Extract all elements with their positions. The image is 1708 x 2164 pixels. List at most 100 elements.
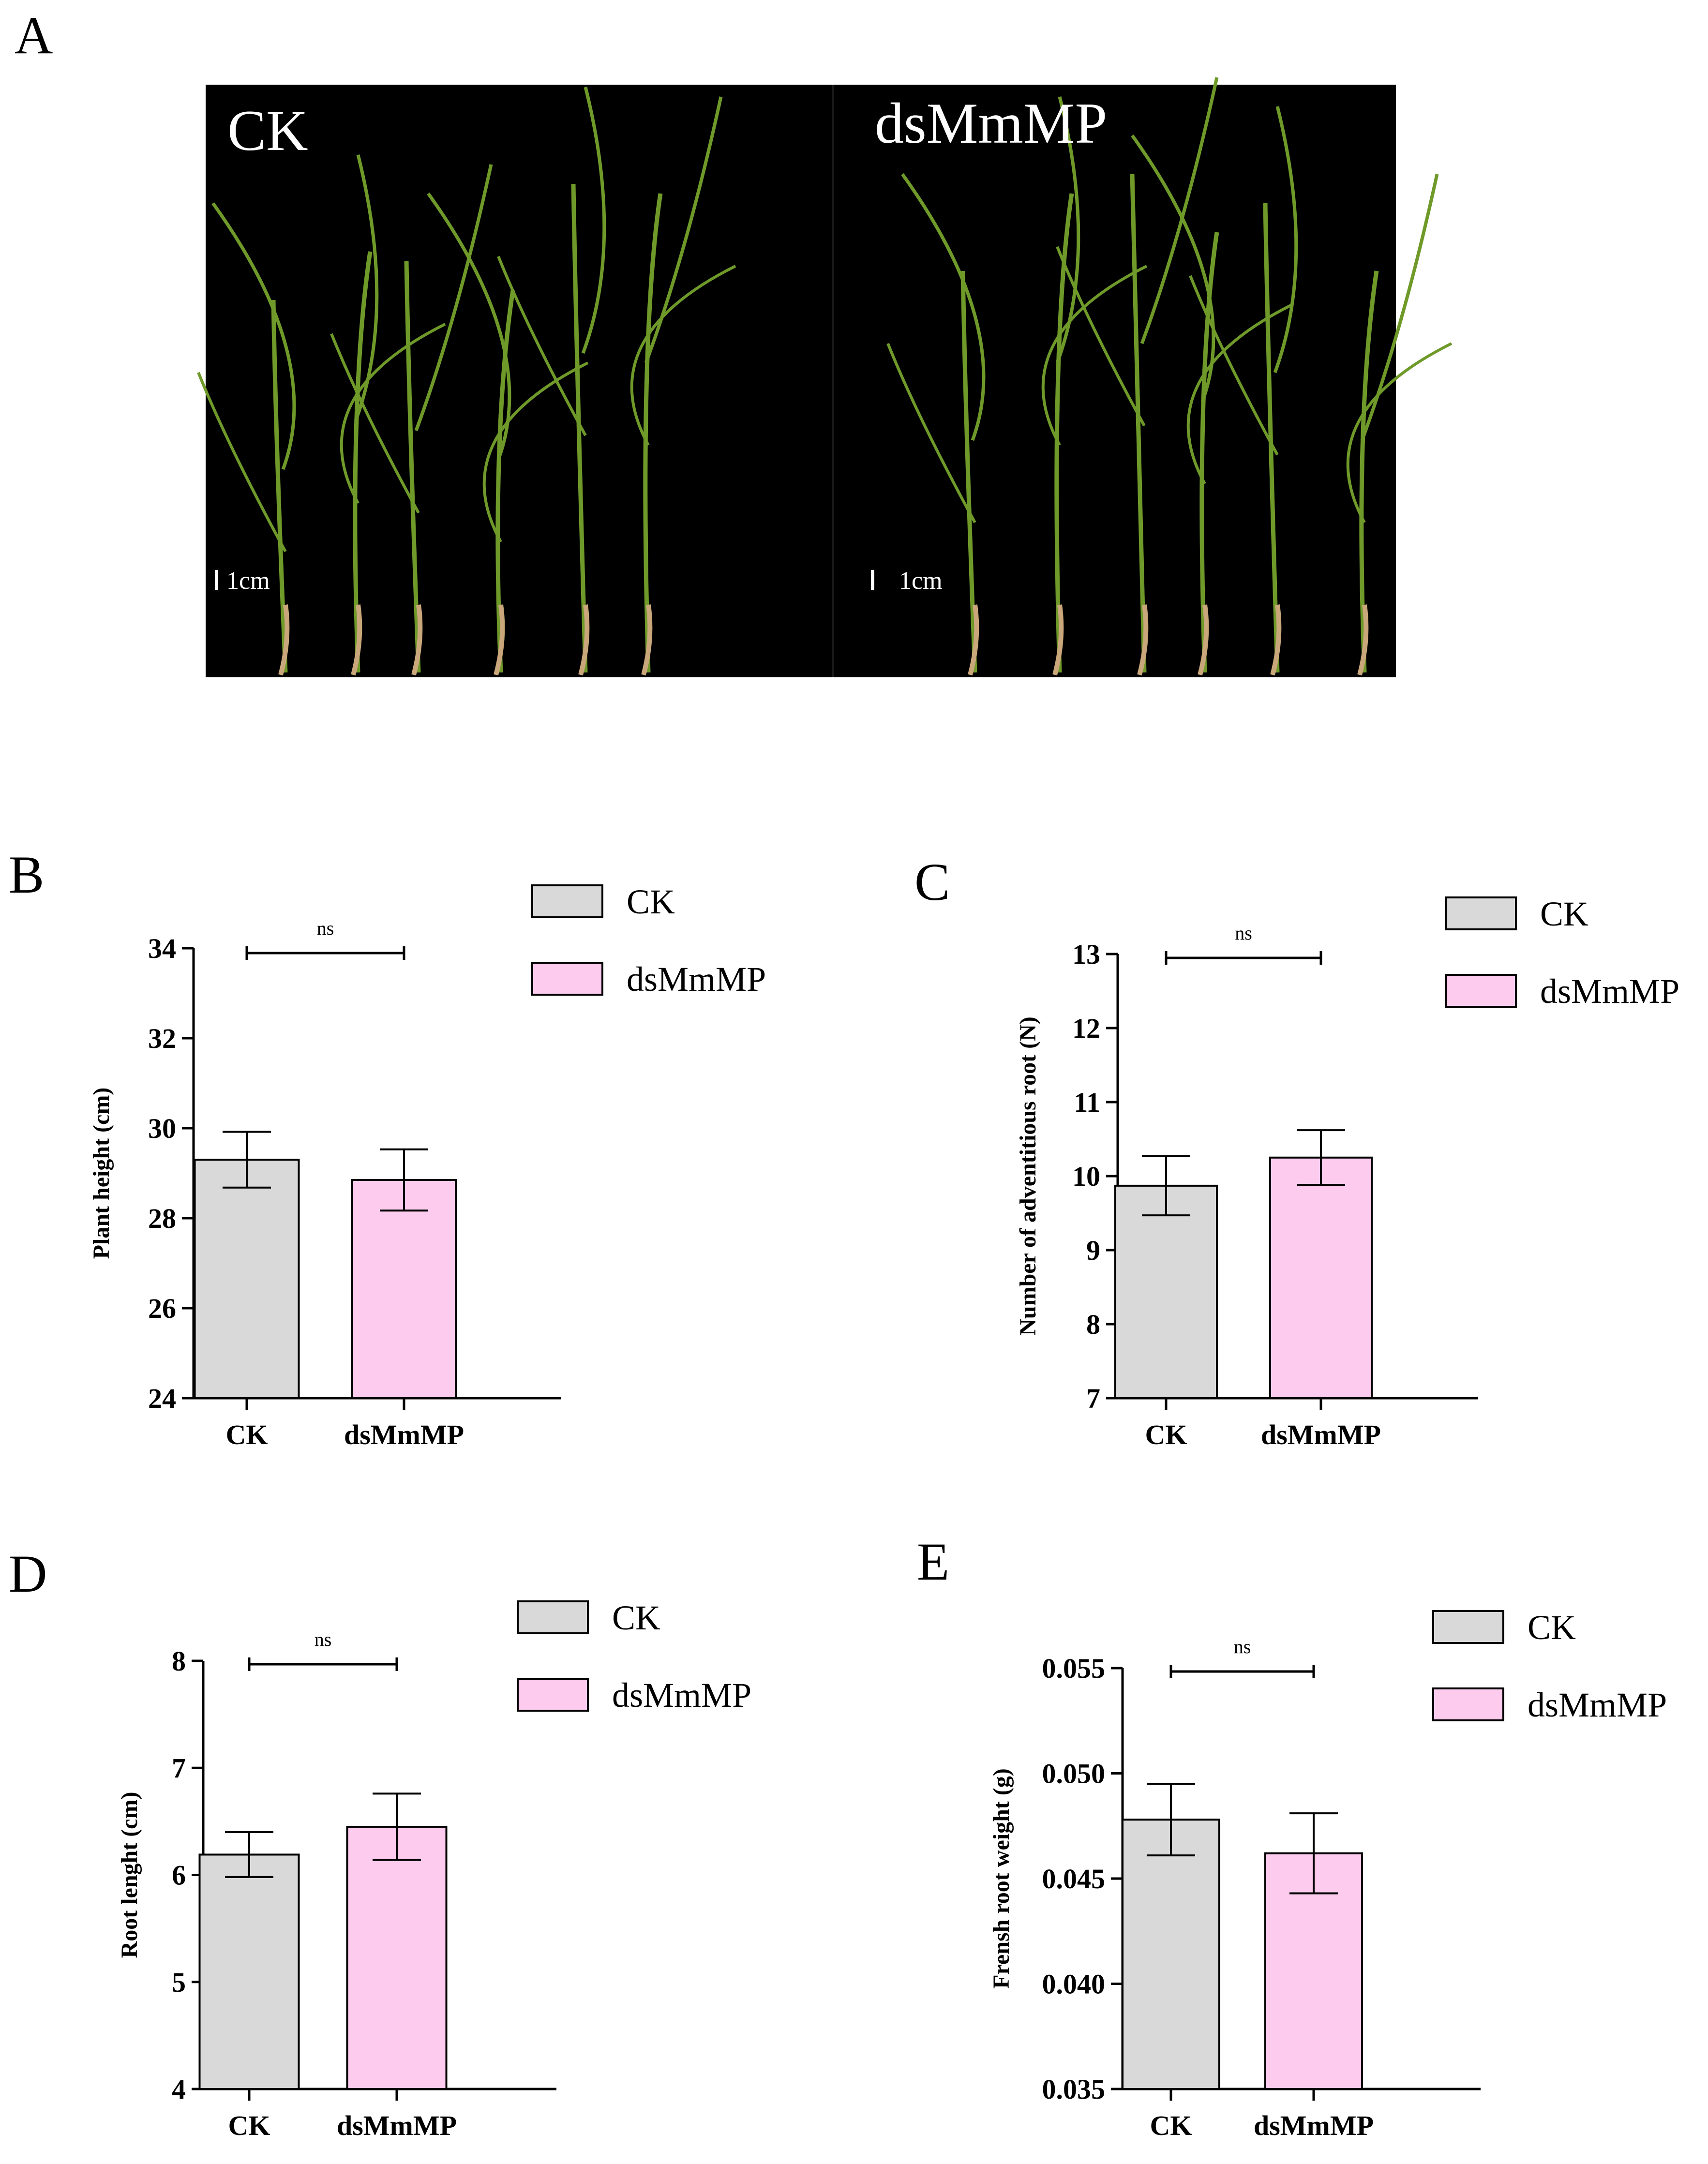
root [411,604,423,676]
leaf-blade [630,265,736,446]
chart-root-weight: 0.035 0.040 0.045 0.050 0.055 Frensh root wei… [989,1608,1667,2141]
x-tick-label: dsMmMP [337,2110,457,2141]
bar-dsmmmp [346,1825,448,2090]
legend-label-dsmmmp: dsMmMP [627,960,766,999]
y-tick-label: 6 [172,1860,186,1891]
error-bar [1147,1783,1195,1857]
stem [643,193,663,673]
plant-photo: CK dsMmMP 1cm 1cm [197,77,1453,677]
error-bar [380,1148,428,1212]
chart-plant-height: 24 26 28 30 32 34 Plant height (cm) CK dsMmMP ns C… [89,882,766,1450]
panel-letter-e: E [917,1532,949,1591]
y-tick-label: 0.035 [1042,2074,1106,2105]
leaf-blade [330,333,420,514]
panel-letter-c: C [914,852,950,911]
chart-adventitious-root: 7 8 9 10 11 12 13 Number of adventitious root (… [1015,895,1679,1450]
leaf-blade [354,154,379,422]
seedling [1056,77,1219,676]
error-bar [1289,1812,1338,1895]
bar-ck [198,1853,300,2090]
legend-swatch-dsmmmp [517,1678,589,1712]
stem [571,183,588,673]
legend-label-ck: CK [612,1598,660,1637]
x-tick-label: CK [226,1419,268,1450]
x-tick-label: dsMmMP [344,1419,464,1450]
y-tick-label: 11 [1074,1087,1100,1118]
root [1270,604,1282,676]
leaf-blade [644,96,723,364]
legend-label-ck: CK [627,882,675,921]
bar-dsmmmp [1269,1156,1373,1399]
leaf-blade [1189,275,1279,456]
error-bar [373,1792,421,1861]
y-tick-label: 9 [1086,1235,1100,1266]
leaf-blade [1140,77,1219,344]
stem [1054,193,1074,673]
root [1198,604,1209,676]
significance-label: ns [315,1628,332,1650]
error-bar [1142,1155,1190,1217]
y-tick-label: 8 [1086,1309,1100,1340]
bar-ck [194,1159,300,1400]
legend-swatch-dsmmmp [1432,1687,1504,1721]
legend-swatch-ck [517,1600,589,1634]
error-bar [1297,1129,1345,1186]
photo-label-dsmmmp: dsMmMP [875,91,1107,155]
leaf-blade [427,192,511,461]
stem [353,251,373,673]
y-tick-label: 10 [1072,1161,1100,1192]
seedling [630,96,736,676]
scale-bar-left [215,570,218,590]
legend-swatch-dsmmmp [1445,974,1517,1008]
y-axis-label: Plant height (cm) [89,1088,114,1259]
leaf-blade [1056,246,1146,427]
y-tick-label: 7 [1086,1383,1100,1414]
significance-bracket [248,1657,398,1671]
bar-ck [1122,1819,1220,2090]
root [1137,604,1149,676]
y-tick-label: 28 [148,1203,176,1234]
leaf-blade [581,87,606,354]
y-tick-label: 5 [172,1967,186,1998]
legend-label-ck: CK [1540,895,1588,933]
root [278,604,290,676]
legend-label-dsmmmp: dsMmMP [612,1676,751,1715]
bar-dsmmmp [351,1179,457,1399]
y-axis-label: Root lenght (cm) [117,1792,142,1958]
leaf-blade [1360,174,1439,441]
significance-bracket [245,946,405,960]
x-tick-label: dsMmMP [1254,2110,1374,2141]
y-tick-label: 13 [1072,939,1100,970]
leaf-blade [497,255,587,436]
seedling [197,202,296,676]
leaf-blade [1186,303,1293,485]
x-tick-label: CK [1145,1419,1187,1450]
bar-ck [1114,1184,1218,1399]
legend-swatch-dsmmmp [531,962,603,996]
plant-seedlings [197,77,1453,676]
significance-label: ns [1234,1636,1251,1657]
y-tick-label: 26 [148,1293,176,1324]
x-tick-label: dsMmMP [1261,1419,1381,1450]
root [494,604,505,676]
leaf-blade [901,173,986,441]
legend-swatch-ck [1432,1610,1504,1644]
stem [960,270,977,673]
significance-bracket [1169,1665,1315,1678]
root [351,604,362,676]
leaf-blade [414,164,493,432]
y-axis-label: Number of adventitious root (N) [1015,1016,1041,1336]
leaf-blade [1131,134,1215,403]
seedling [886,173,986,676]
significance-label: ns [317,917,334,939]
legend-label-dsmmmp: dsMmMP [1540,972,1679,1011]
leaf-blade [211,202,296,470]
seedling [497,87,606,676]
y-tick-label: 8 [172,1645,186,1677]
scale-label-left: 1cm [226,567,270,595]
seedling [1189,106,1298,676]
leaf-blade [1055,96,1080,364]
stem [1263,203,1280,673]
error-bar [225,1831,273,1878]
